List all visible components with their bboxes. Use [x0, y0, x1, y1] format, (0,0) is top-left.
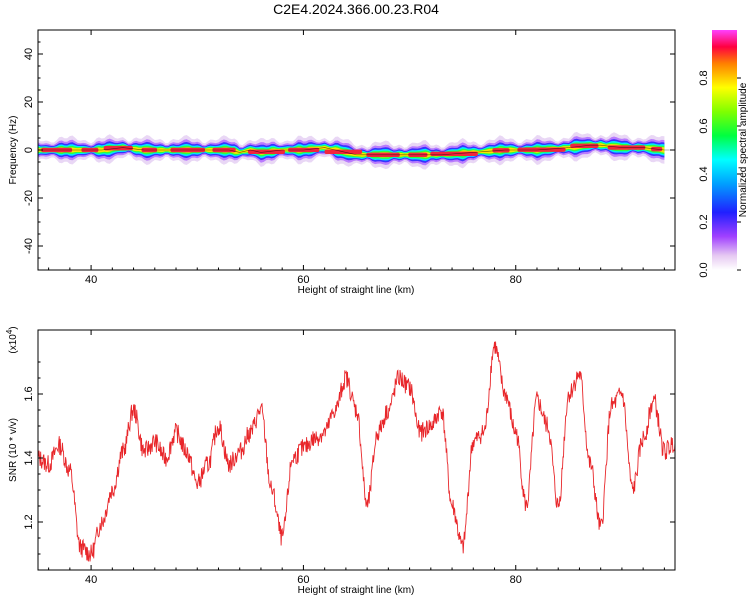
figure-title: C2E4.2024.366.00.23.R04 [273, 1, 439, 17]
spectrogram-ytick-label: 20 [23, 96, 35, 108]
colorbar: 0.0 0.2 0.4 0.6 0.8 Normalized spectral ampl… [698, 30, 749, 278]
snr-xlabel: Height of straight line (km) [298, 585, 415, 596]
snr-ytick-label: 1.4 [23, 450, 35, 465]
snr-xtick-label: 80 [510, 574, 522, 586]
snr-multiplier-close: ) [8, 326, 19, 329]
snr-xtick-label: 40 [85, 574, 97, 586]
snr-ytick-label: 1.2 [23, 514, 35, 529]
spectrogram-ytick-label: 40 [23, 48, 35, 60]
spectrogram-axes: 40 60 80 40 20 0 -20 -40 [23, 30, 675, 286]
colorbar-ticks: 0.0 0.2 0.4 0.6 0.8 [698, 70, 741, 278]
spectrogram-ytick-label: 0 [23, 147, 35, 153]
colorbar-tick-label: 0.8 [698, 70, 710, 85]
snr-multiplier: (x104) [5, 326, 19, 353]
snr-multiplier-base: (x10 [8, 334, 19, 354]
spectral-ridge [38, 131, 670, 170]
colorbar-tick-label: 0.6 [698, 118, 710, 133]
spectrogram-ytick-label: -20 [23, 190, 35, 206]
spectrogram-xlabel: Height of straight line (km) [298, 285, 415, 296]
colorbar-ramp [712, 30, 737, 270]
colorbar-label: Normalized spectral amplitude [738, 82, 749, 217]
snr-axes: 40 60 80 1.2 1.4 1.6 [23, 330, 675, 586]
spectrogram-panel: 40 60 80 40 20 0 -20 -40 Height of straight lin… [8, 29, 676, 296]
spectrogram-ytick-label: -40 [23, 238, 35, 254]
spectrogram-ylabel: Frequency (Hz) [8, 116, 19, 185]
snr-ytick-label: 1.6 [23, 386, 35, 401]
spectrogram-xtick-label: 80 [510, 274, 522, 286]
spectrogram-xtick-label: 60 [297, 274, 309, 286]
snr-xtick-label: 60 [297, 574, 309, 586]
spectrogram-xtick-label: 40 [85, 274, 97, 286]
snr-multiplier-exp: 4 [5, 329, 14, 334]
colorbar-tick-label: 0.4 [698, 166, 710, 181]
snr-ylabel: SNR (10 * v/v) [8, 418, 19, 482]
colorbar-tick-label: 0.2 [698, 214, 710, 229]
colorbar-tick-label: 0.0 [698, 262, 710, 277]
snr-panel: 40 60 80 1.2 1.4 1.6 Height of straight line … [5, 326, 676, 596]
snr-background [38, 330, 675, 570]
snr-frame [37, 329, 676, 571]
snr-series-line [38, 341, 675, 562]
ridge-trace [38, 144, 670, 156]
